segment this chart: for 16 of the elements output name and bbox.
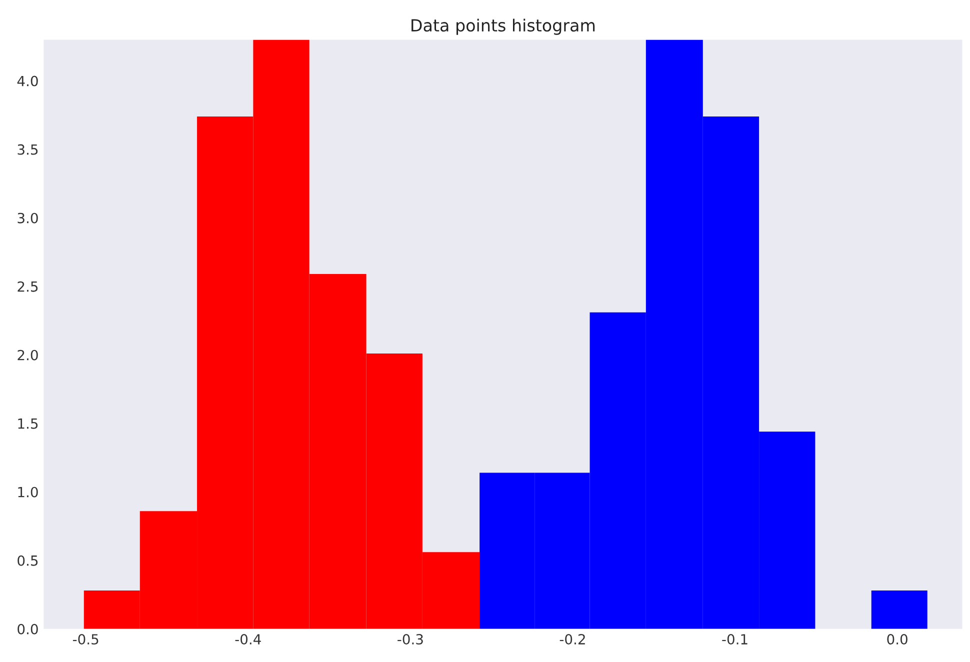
y-tick-label: 2.0: [18, 350, 38, 360]
chart-title: Data points histogram: [412, 18, 595, 35]
x-tick-label: -0.2: [560, 634, 585, 645]
y-tick-label: 0.5: [18, 555, 38, 566]
y-tick-label: 4.0: [17, 76, 38, 86]
x-tick-label: -0.5: [72, 634, 98, 645]
y-tick-label: 3.0: [18, 212, 38, 224]
x-tick-label: -0.3: [398, 634, 423, 645]
x-tick-label: -0.4: [235, 634, 261, 645]
y-tick-label: 0.0: [18, 624, 38, 634]
x-tick-label: 0.0: [887, 634, 908, 645]
y-tick-label: 3.5: [18, 144, 38, 155]
y-tick-label: 1.0: [18, 486, 38, 498]
y-tick-label: 1.5: [18, 418, 38, 429]
x-tick-label: -0.1: [722, 634, 748, 645]
y-tick-label: 2.5: [18, 281, 38, 292]
